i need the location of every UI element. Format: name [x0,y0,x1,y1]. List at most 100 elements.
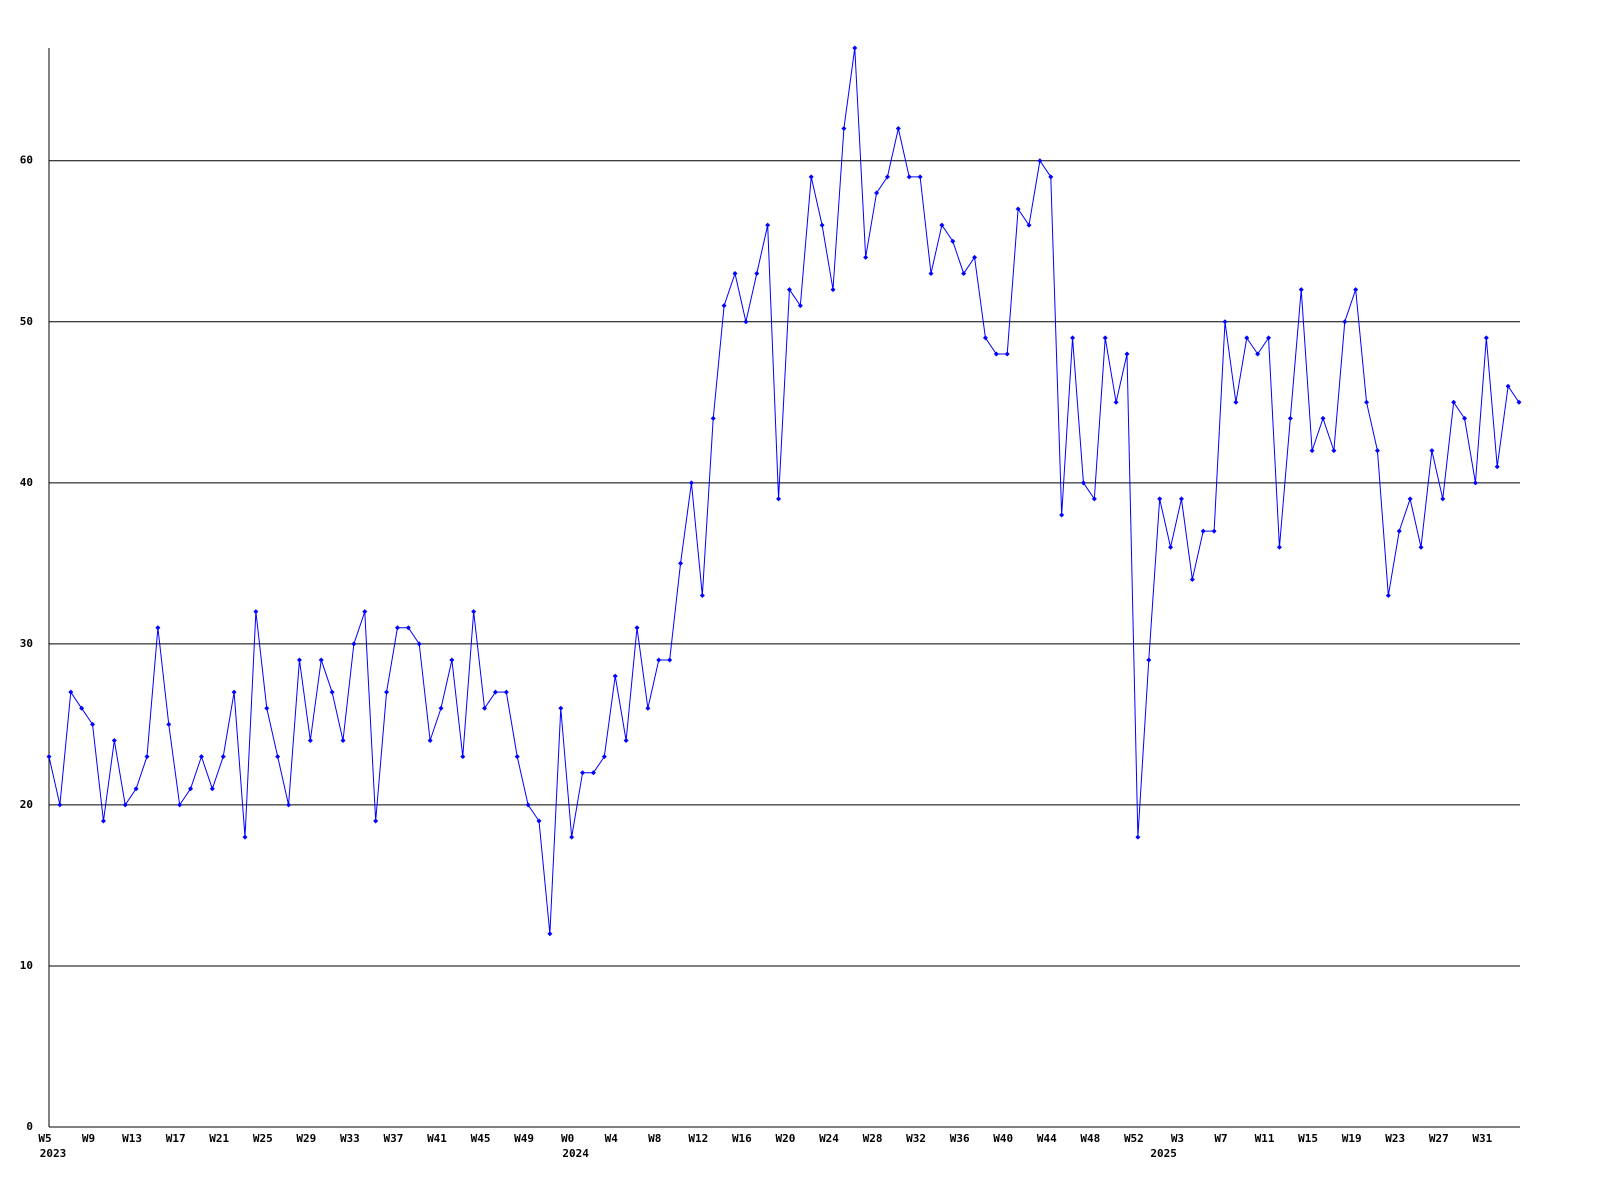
data-point [100,818,106,824]
data-point [1407,496,1413,502]
data-point [786,287,792,293]
data-point [819,222,825,228]
data-point [384,689,390,695]
data-point [797,303,803,309]
data-point [1298,287,1304,293]
x-tick-label: W29 [296,1132,316,1145]
data-point [318,657,324,663]
data-point [1483,335,1489,341]
data-point [569,834,575,840]
x-tick-label: W45 [471,1132,491,1145]
data-point [710,415,716,421]
data-point [286,802,292,808]
data-point [1309,448,1315,454]
data-point [830,287,836,293]
data-point [1211,528,1217,534]
data-point [939,222,945,228]
data-point [917,174,923,180]
data-point [656,657,662,663]
data-point [1516,399,1522,405]
data-point [1266,335,1272,341]
data-point [296,657,302,663]
x-tick-label: W8 [648,1132,661,1145]
x-tick-label: W49 [514,1132,534,1145]
data-point [721,303,727,309]
data-point [438,705,444,711]
data-point [1113,399,1119,405]
data-point [961,270,967,276]
data-point [1178,496,1184,502]
data-point [1070,335,1076,341]
x-tick-label: W32 [906,1132,926,1145]
data-point [863,254,869,260]
data-point [667,657,673,663]
data-point [482,705,488,711]
data-point [362,609,368,615]
data-point [503,689,509,695]
data-point [394,625,400,631]
data-point [460,754,466,760]
data-point [699,593,705,599]
x-tick-label: W16 [732,1132,752,1145]
year-label: 2024 [562,1147,589,1160]
data-point [373,818,379,824]
data-point [111,737,117,743]
data-point [220,754,226,760]
data-point [1451,399,1457,405]
data-point [1385,593,1391,599]
data-point [1157,496,1163,502]
data-point [155,625,161,631]
data-point [808,174,814,180]
data-point [1222,319,1228,325]
data-point [242,834,248,840]
x-tick-label: W27 [1429,1132,1449,1145]
data-point [1135,834,1141,840]
year-label: 2023 [40,1147,67,1160]
data-point [1091,496,1097,502]
data-point [307,737,313,743]
x-tick-label: W0 [561,1132,574,1145]
data-point [329,689,335,695]
data-point [79,705,85,711]
data-point [645,705,651,711]
data-point [1059,512,1065,518]
data-point [231,689,237,695]
data-point [1353,287,1359,293]
data-point [340,737,346,743]
data-point [972,254,978,260]
x-tick-label: W13 [122,1132,142,1145]
data-point [1102,335,1108,341]
y-tick-label: 0 [26,1120,33,1133]
y-tick-label: 30 [20,637,33,650]
data-line [48,47,1520,934]
x-tick-label: W24 [819,1132,839,1145]
x-tick-label: W41 [427,1132,447,1145]
x-tick-label: W11 [1255,1132,1275,1145]
x-tick-label: W4 [605,1132,619,1145]
data-point [547,931,553,937]
data-point [1374,448,1380,454]
data-point [90,721,96,727]
x-tick-label: W17 [166,1132,186,1145]
data-point [982,335,988,341]
data-point [46,754,52,760]
data-point [993,351,999,357]
x-tick-label: W40 [993,1132,1013,1145]
data-point [1168,544,1174,550]
x-tick-label: W21 [209,1132,229,1145]
x-tick-label: W9 [82,1132,95,1145]
data-point [1015,206,1021,212]
data-point [1342,319,1348,325]
data-point [634,625,640,631]
year-label: 2025 [1150,1147,1177,1160]
data-point [1472,480,1478,486]
data-point [1026,222,1032,228]
y-tick-label: 50 [20,315,33,328]
data-point [1287,415,1293,421]
data-point [264,705,270,711]
data-point [688,480,694,486]
x-tick-label: W19 [1342,1132,1362,1145]
data-point [601,754,607,760]
x-tick-label: W5 [38,1132,51,1145]
data-point [612,673,618,679]
